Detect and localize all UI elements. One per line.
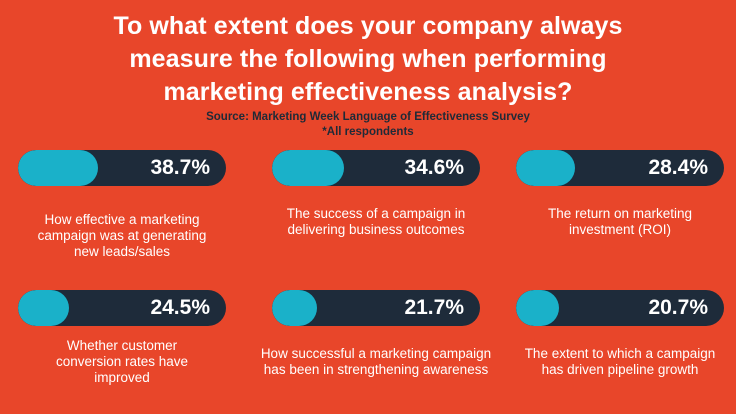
category-label: How successful a marketing campaign has …	[260, 346, 492, 377]
respondents-note: *All respondents	[322, 126, 414, 138]
bar-track: 34.6%	[272, 150, 480, 186]
bar-fill	[18, 150, 98, 186]
bar-fill	[516, 290, 559, 326]
value-label: 24.5%	[150, 296, 210, 319]
metric-card: 21.7% How successful a marketing campaign…	[261, 290, 491, 400]
metric-card: 20.7% The extent to which a campaign has …	[516, 290, 724, 400]
metric-card: 34.6% The success of a campaign in delive…	[272, 150, 480, 260]
metric-card: 24.5% Whether customer conversion rates h…	[18, 290, 226, 400]
bar-fill	[516, 150, 575, 186]
bar-fill	[272, 150, 344, 186]
category-label: The extent to which a campaign has drive…	[524, 346, 716, 377]
category-label: Whether customer conversion rates have i…	[55, 338, 189, 385]
category-label: The return on marketing investment (ROI)	[547, 206, 693, 237]
bar-track: 21.7%	[272, 290, 480, 326]
bar-track: 38.7%	[18, 150, 226, 186]
source-line: Source: Marketing Week Language of Effec…	[206, 111, 530, 123]
metric-card: 38.7% How effective a marketing campaign …	[18, 150, 226, 260]
value-label: 38.7%	[150, 156, 210, 179]
category-label: How effective a marketing campaign was a…	[37, 212, 207, 259]
value-label: 28.4%	[648, 156, 708, 179]
bar-track: 28.4%	[516, 150, 724, 186]
metric-card: 28.4% The return on marketing investment …	[516, 150, 724, 260]
value-label: 34.6%	[404, 156, 464, 179]
bar-fill	[272, 290, 317, 326]
bar-fill	[18, 290, 69, 326]
value-label: 21.7%	[404, 296, 464, 319]
category-label: The success of a campaign in delivering …	[286, 206, 466, 237]
bar-track: 24.5%	[18, 290, 226, 326]
chart-title: To what extent does your company always …	[113, 12, 623, 106]
value-label: 20.7%	[648, 296, 708, 319]
bar-track: 20.7%	[516, 290, 724, 326]
